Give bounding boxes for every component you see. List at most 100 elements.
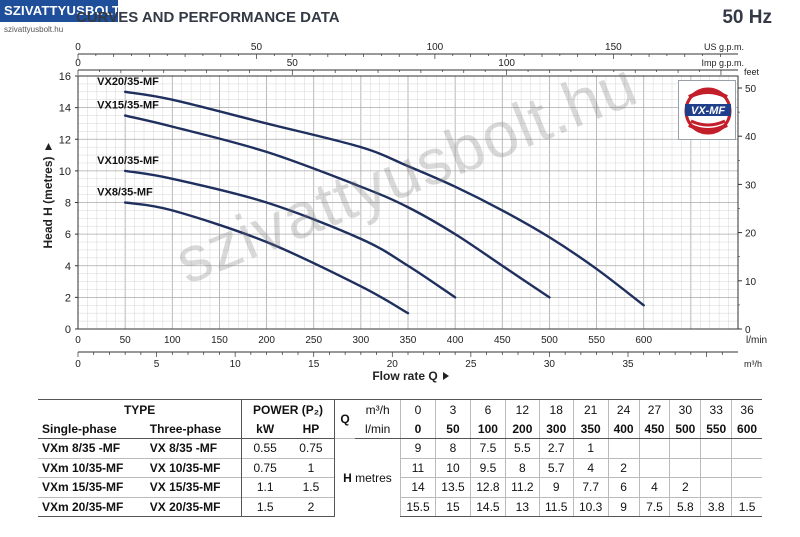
- m3h-unit: m³/h: [355, 399, 401, 419]
- head-value: 7.5: [638, 496, 670, 517]
- head-value: 4: [638, 477, 670, 497]
- q-lmin-value: 500: [669, 419, 701, 439]
- q-m3h-value: 30: [669, 399, 701, 419]
- kw-value: 1.1: [241, 477, 289, 497]
- q-m3h-value: 21: [572, 399, 609, 419]
- q-m3h-value: 36: [731, 399, 762, 419]
- m3h-tick-label: 5: [154, 359, 160, 370]
- head-value: [669, 457, 701, 478]
- head-value: 1: [572, 438, 609, 458]
- head-value: 5.8: [669, 496, 701, 517]
- head-value: 5.5: [504, 438, 540, 458]
- x-tick-label: 550: [588, 335, 605, 346]
- q-lmin-value: 450: [638, 419, 670, 439]
- kw-value: 1.5: [241, 496, 289, 517]
- series-line-3: [123, 114, 551, 299]
- table-row: VXm 20/35-MF VX 20/35-MF 1.5 2 15.5 15 14.5 13 1…: [38, 496, 762, 517]
- feet-tick-label: 40: [745, 132, 757, 143]
- usgpm-tick-label: 150: [605, 42, 622, 53]
- head-value: [731, 477, 762, 497]
- head-value: 3.8: [700, 496, 732, 517]
- head-value: [700, 457, 732, 478]
- head-value: [700, 438, 732, 458]
- kw-value: 0.55: [241, 438, 289, 458]
- head-value: [638, 438, 670, 458]
- q-lmin-value: 0: [400, 419, 436, 439]
- head-value: 9: [538, 477, 574, 497]
- x-tick-label: 400: [447, 335, 464, 346]
- three-phase-model: VX 8/35 -MF: [145, 438, 242, 458]
- head-value: 9: [607, 496, 640, 517]
- head-value: [731, 457, 762, 478]
- q-lmin-value: 550: [700, 419, 732, 439]
- head-value: 8: [504, 457, 540, 478]
- h-label: H: [343, 470, 352, 485]
- x-tick-label: 100: [164, 335, 181, 346]
- y-tick-label: 4: [65, 261, 71, 273]
- head-value: 11: [400, 457, 436, 478]
- q-m3h-value: 24: [607, 399, 640, 419]
- head-value: 7.5: [469, 438, 506, 458]
- m3h-unit-label: m³/h: [744, 359, 762, 369]
- head-value: 5.7: [538, 457, 574, 478]
- q-lmin-value: 350: [572, 419, 609, 439]
- type-header: TYPE: [38, 399, 242, 419]
- head-value: 13: [504, 496, 540, 517]
- series-line-4: [123, 90, 645, 307]
- head-value: 12.8: [469, 477, 506, 497]
- site-logo-subtitle: szivattyusbolt.hu: [4, 25, 64, 34]
- feet-tick-label: 30: [745, 180, 757, 191]
- table-row: VXm 8/35 -MF VX 8/35 -MF 0.55 0.75 H metres 9…: [38, 438, 762, 517]
- q-m3h-value: 18: [538, 399, 574, 419]
- q-m3h-value: 6: [469, 399, 506, 419]
- site-logo[interactable]: SZIVATTYUSBOLT.HU: [0, 0, 142, 22]
- q-lmin-value: 400: [607, 419, 640, 439]
- q-lmin-value: 100: [469, 419, 506, 439]
- q-lmin-value: 300: [538, 419, 574, 439]
- single-phase-model: VXm 20/35-MF: [38, 496, 146, 517]
- table-row: VXm 15/35-MF VX 15/35-MF 1.1 1.5 14 13.5 12.8 1…: [38, 477, 762, 497]
- q-lmin-value: 200: [504, 419, 540, 439]
- y-tick-label: 0: [65, 324, 71, 336]
- m3h-tick-label: 35: [622, 359, 634, 370]
- feet-tick-label: 50: [745, 84, 757, 95]
- series-label-4: VX20/35-MF: [97, 76, 159, 88]
- head-value: 4: [572, 457, 609, 478]
- vx-mf-logo-icon: VX-MF: [678, 80, 736, 140]
- head-value: 6: [607, 477, 640, 497]
- head-value: 1.5: [731, 496, 762, 517]
- feet-tick-label: 10: [745, 277, 757, 288]
- q-lmin-value: 50: [434, 419, 471, 439]
- y-tick-label: 16: [59, 71, 71, 83]
- series-label-1: VX8/35-MF: [97, 187, 153, 199]
- three-phase-model: VX 10/35-MF: [145, 457, 242, 478]
- y-tick-label: 14: [59, 103, 71, 115]
- feet-unit-label: feet: [744, 67, 760, 77]
- chart-title: CURVES AND PERFORMANCE DATA: [76, 9, 340, 26]
- x-tick-label: 200: [258, 335, 275, 346]
- q-label: Q: [333, 399, 356, 439]
- usgpm-tick-label: 100: [427, 42, 444, 53]
- single-phase-model: VXm 15/35-MF: [38, 477, 146, 497]
- feet-tick-label: 0: [745, 325, 751, 336]
- head-value: 11.2: [504, 477, 540, 497]
- three-phase-header: Three-phase: [145, 419, 242, 439]
- three-phase-model: VX 15/35-MF: [145, 477, 242, 497]
- head-value: [669, 438, 701, 458]
- impgpm-tick-label: 100: [498, 58, 515, 69]
- q-lmin-value: 600: [731, 419, 762, 439]
- head-value: 9.5: [469, 457, 506, 478]
- series-label-3: VX15/35-MF: [97, 100, 159, 112]
- x-axis-arrow-icon: [443, 372, 449, 380]
- y-tick-label: 12: [59, 134, 71, 146]
- head-value: 14: [400, 477, 436, 497]
- series-label-2: VX10/35-MF: [97, 155, 159, 167]
- hp-value: 2: [288, 496, 335, 517]
- frequency-label: 50 Hz: [722, 7, 772, 28]
- power-header: POWER (P₂): [241, 399, 335, 419]
- x-tick-label: 350: [400, 335, 417, 346]
- x-axis-title: Flow rate Q: [372, 369, 437, 383]
- q-m3h-value: 3: [434, 399, 471, 419]
